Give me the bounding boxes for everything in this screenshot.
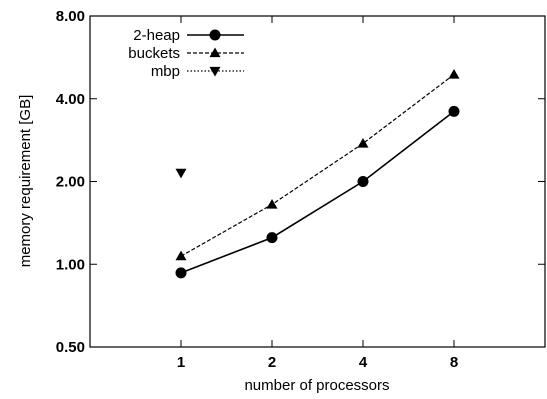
series-2-heap — [175, 105, 460, 279]
x-tick-label: 4 — [359, 354, 368, 371]
legend-label-2-heap: 2-heap — [133, 27, 180, 44]
legend-marker-2-heap — [209, 29, 221, 41]
y-tick-label: 1.00 — [56, 256, 85, 273]
y-axis-label: memory requirement [GB] — [17, 95, 34, 268]
x-axis-label: number of processors — [244, 377, 389, 394]
data-point-buckets — [357, 137, 369, 148]
legend-label-mbp: mbp — [151, 63, 180, 80]
legend-marker-buckets — [209, 47, 221, 58]
x-tick-label: 8 — [450, 354, 458, 371]
y-tick-label: 0.50 — [56, 339, 85, 356]
y-tick-label: 4.00 — [56, 91, 85, 108]
series-line-buckets — [180, 74, 455, 257]
data-point-buckets — [175, 250, 187, 261]
y-axis-ticks: 0.50 1.00 2.00 4.00 8.00 — [56, 8, 545, 356]
data-point-buckets — [448, 69, 460, 79]
data-point-2-heap — [448, 105, 460, 117]
x-tick-label: 2 — [268, 354, 276, 371]
x-axis-ticks: 1 2 4 8 — [177, 16, 458, 371]
legend-label-buckets: buckets — [128, 45, 180, 62]
data-point-buckets — [266, 198, 278, 209]
data-point-2-heap — [266, 232, 278, 244]
y-tick-label: 8.00 — [56, 8, 85, 25]
data-point-2-heap — [357, 176, 369, 187]
data-point-2-heap — [175, 267, 187, 279]
series-mbp — [175, 168, 187, 179]
series-layer — [175, 69, 460, 279]
legend-marker-mbp — [209, 66, 221, 77]
x-tick-label: 1 — [177, 354, 185, 371]
series-buckets — [175, 69, 460, 261]
data-point-mbp — [175, 168, 187, 179]
series-line-2-heap — [180, 110, 455, 274]
y-tick-label: 2.00 — [56, 174, 85, 191]
